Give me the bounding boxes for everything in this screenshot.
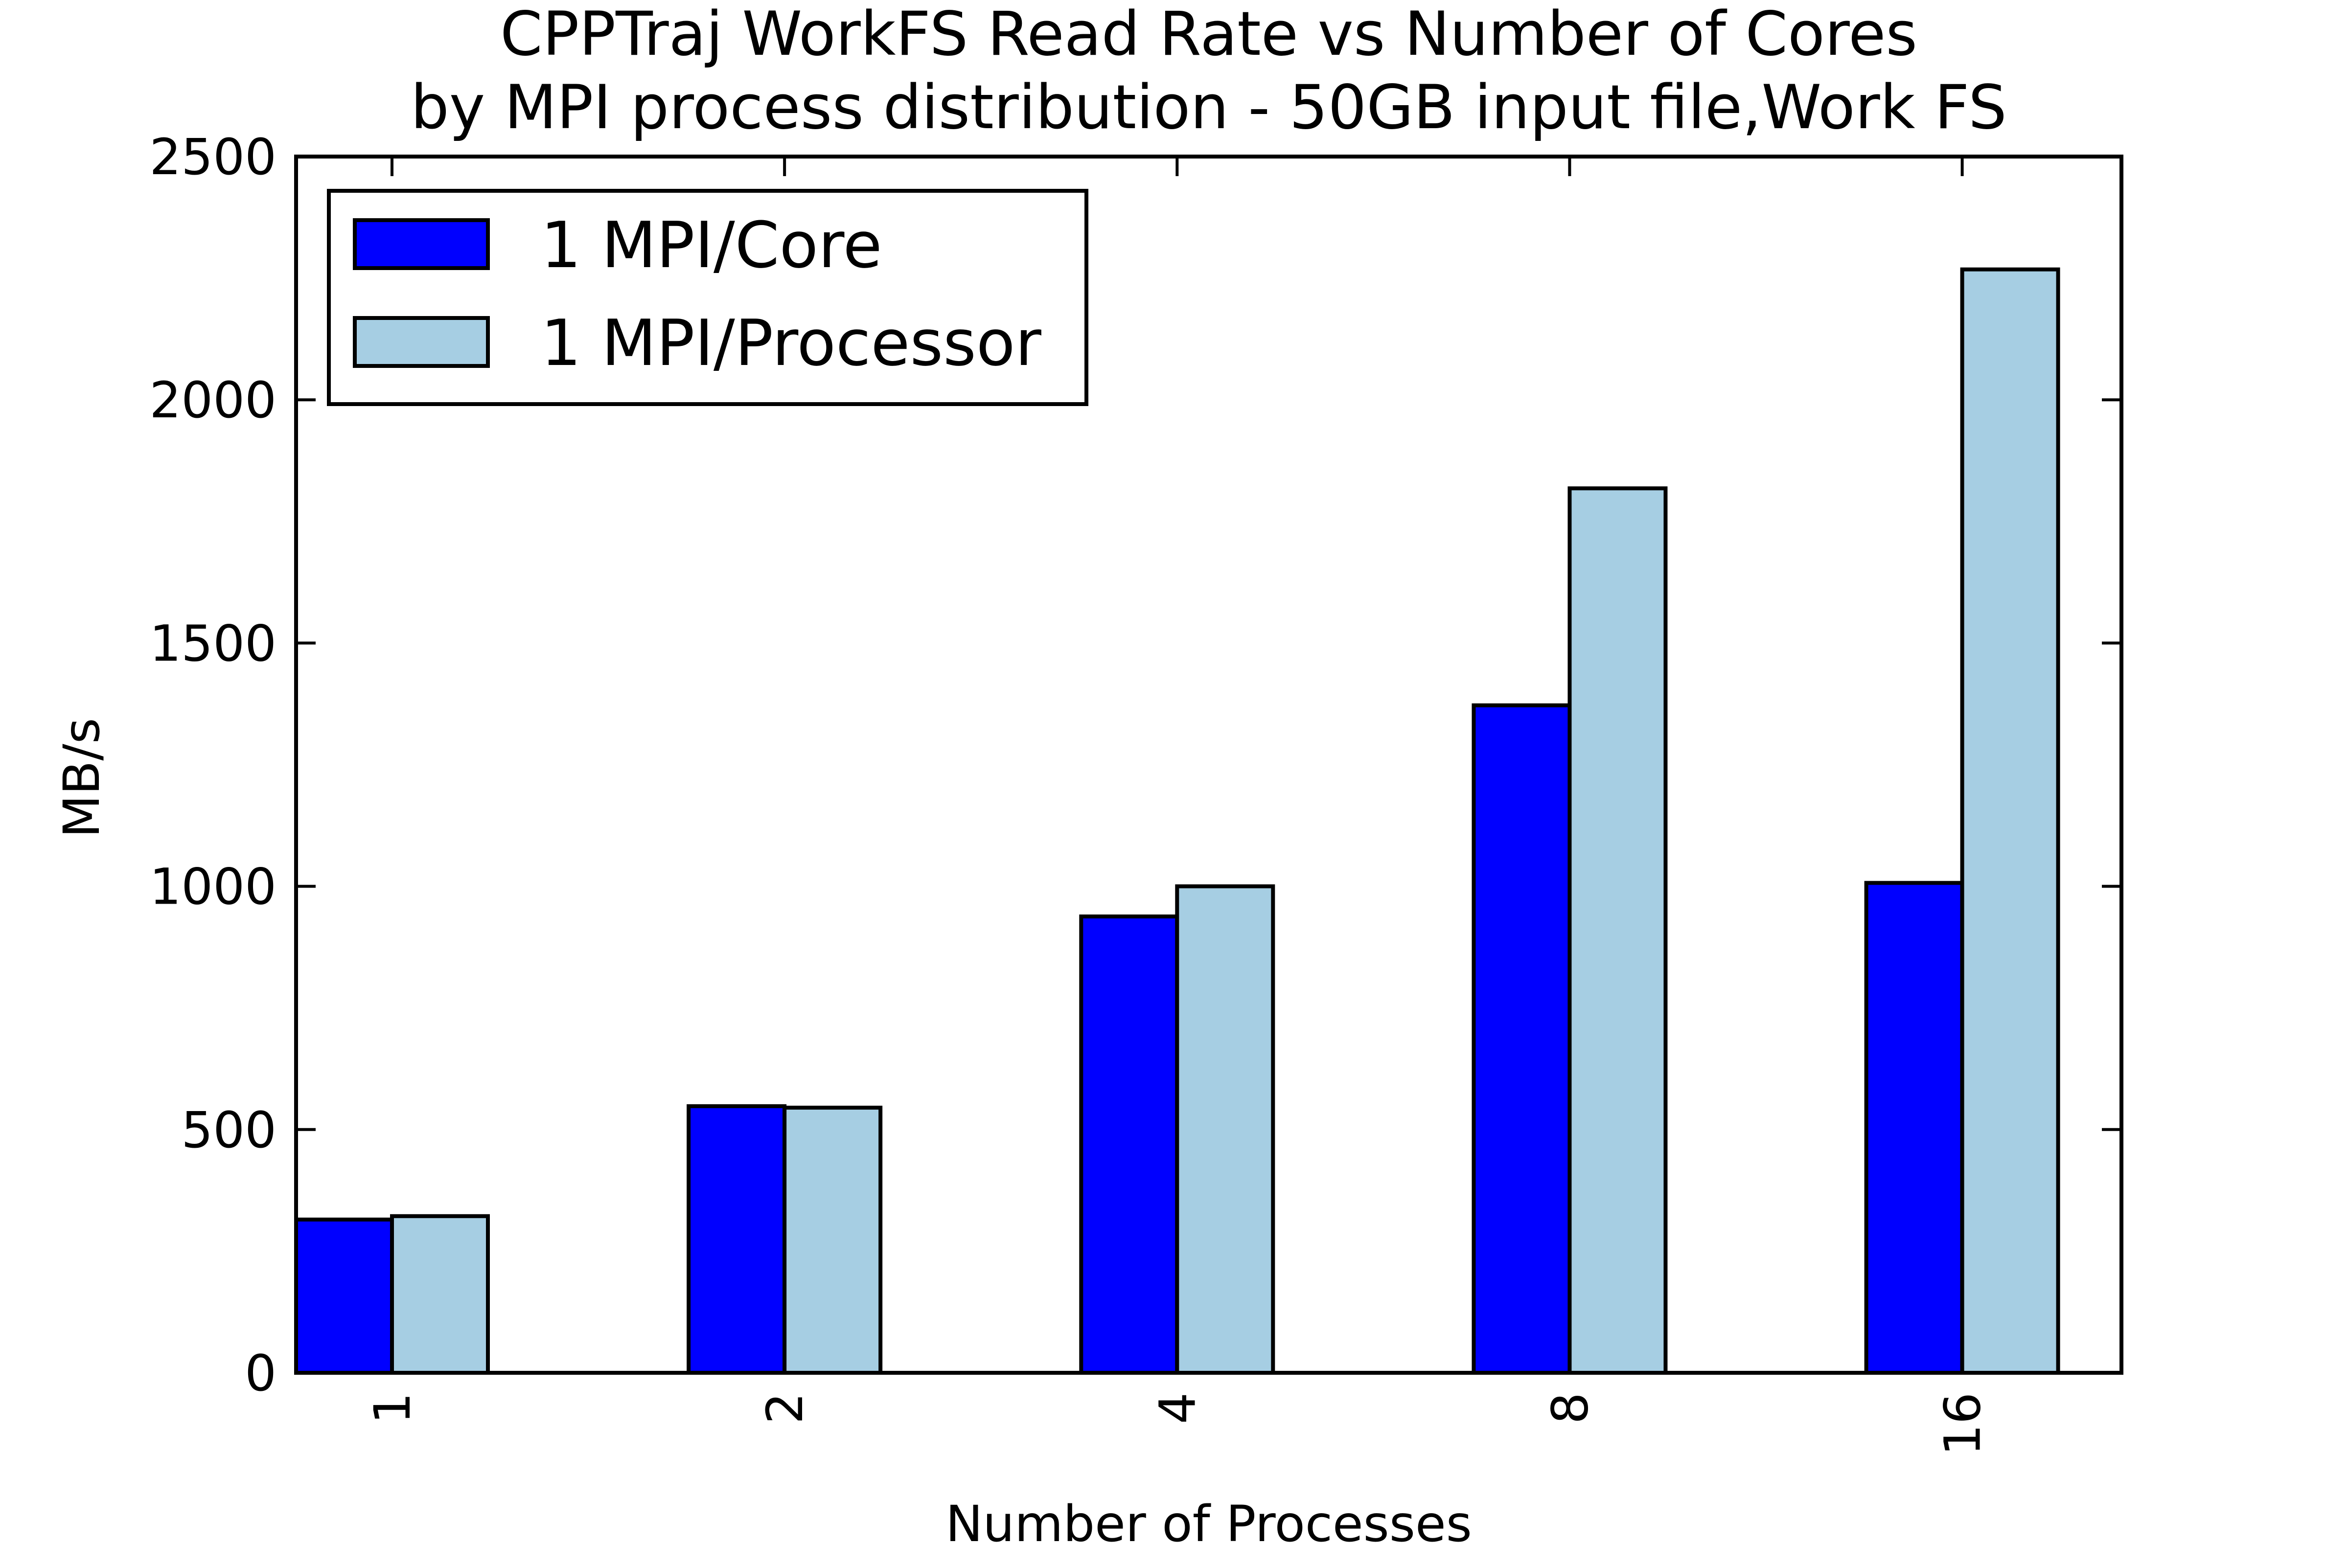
y-axis-label: MB/s <box>53 718 111 838</box>
y-tick-label: 1000 <box>149 858 276 916</box>
legend-label-mpi-processor: 1 MPI/Processor <box>541 306 1041 380</box>
bar-mpi-core-8 <box>1472 703 1572 1375</box>
x-tick-label: 1 <box>364 1392 422 1424</box>
chart-title: CPPTraj WorkFS Read Rate vs Number of Co… <box>500 0 1917 69</box>
bars-layer <box>294 267 2060 1375</box>
y-tick-label: 2000 <box>149 371 276 430</box>
bar-mpi-processor-4 <box>1175 884 1275 1375</box>
x-tick-label: 8 <box>1541 1392 1599 1424</box>
ticks-layer: 0 500 1000 1500 2000 2500 1 2 4 8 16 <box>149 128 2121 1456</box>
y-tick-label: 500 <box>181 1101 276 1159</box>
bar-mpi-processor-8 <box>1567 486 1668 1375</box>
bar-mpi-processor-16 <box>1960 267 2060 1375</box>
x-tick-label: 16 <box>1934 1392 1992 1456</box>
legend-swatch-mpi-processor <box>353 316 490 368</box>
y-tick-label: 2500 <box>149 128 276 186</box>
x-tick-label: 2 <box>756 1392 814 1424</box>
chart-subtitle: by MPI process distribution - 50GB input… <box>411 72 2007 143</box>
bar-mpi-core-16 <box>1864 881 1964 1375</box>
plot-frame <box>294 155 2123 1375</box>
bar-mpi-core-2 <box>687 1104 787 1375</box>
x-tick-label: 4 <box>1149 1392 1207 1424</box>
bar-mpi-processor-1 <box>390 1214 490 1375</box>
y-tick-label: 0 <box>245 1344 276 1403</box>
y-tick-label: 1500 <box>149 614 276 673</box>
x-axis-label: Number of Processes <box>945 1495 1472 1553</box>
bar-mpi-processor-2 <box>783 1106 883 1375</box>
legend-label-mpi-core: 1 MPI/Core <box>541 208 882 282</box>
bar-mpi-core-1 <box>294 1217 394 1375</box>
bar-mpi-core-4 <box>1079 914 1179 1375</box>
legend: 1 MPI/Core 1 MPI/Processor <box>327 189 1088 406</box>
legend-swatch-mpi-core <box>353 218 490 270</box>
